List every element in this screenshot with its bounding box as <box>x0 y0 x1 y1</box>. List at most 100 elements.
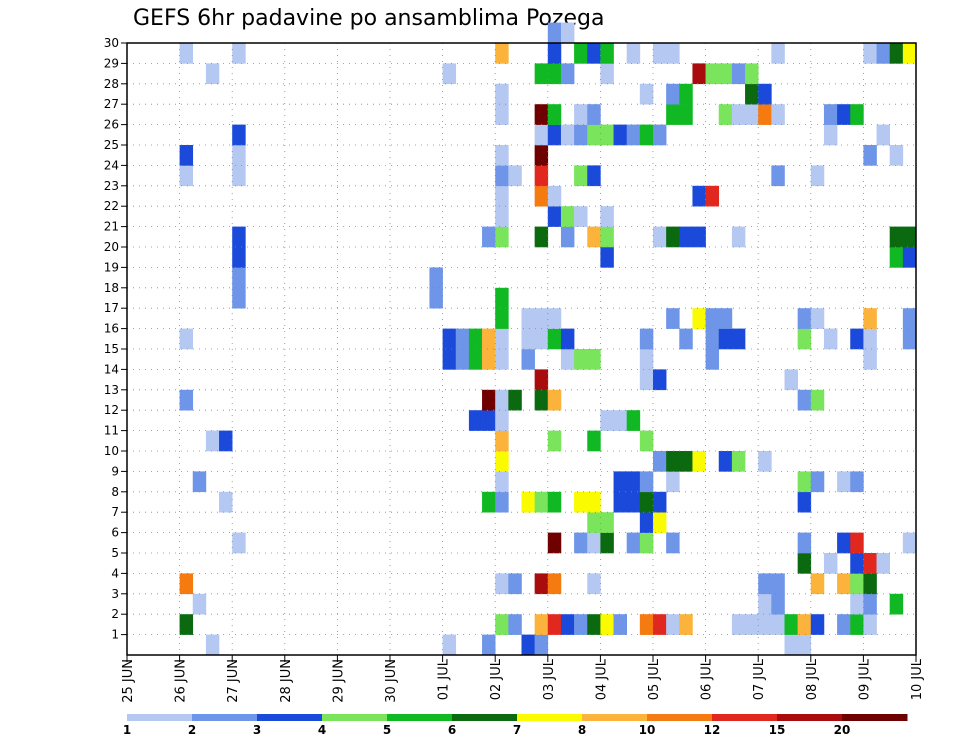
heatmap-cell <box>587 491 601 513</box>
heatmap-cell <box>205 634 220 656</box>
heatmap-cell <box>587 532 601 554</box>
heatmap-cell <box>653 226 667 248</box>
y-axis: 1234567891011121314151617181920212223242… <box>104 36 127 642</box>
heatmap-cell <box>902 226 917 248</box>
heatmap-cell <box>876 553 890 574</box>
colorbar-label: 7 <box>513 723 521 737</box>
y-tick-label: 21 <box>104 220 119 234</box>
heatmap-cell <box>547 532 562 554</box>
y-tick-label: 26 <box>104 118 119 132</box>
heatmap-cell <box>495 410 509 431</box>
colorbar-label: 5 <box>383 723 391 737</box>
heatmap-cell <box>179 165 194 187</box>
heatmap-cell <box>639 512 654 533</box>
x-tick-label: 05 JUL <box>647 658 662 700</box>
heatmap-cell <box>771 165 785 187</box>
heatmap-cell <box>823 553 838 574</box>
heatmap-cell <box>771 573 785 595</box>
heatmap-cell <box>784 369 798 391</box>
colorbar-swatch <box>582 714 648 721</box>
heatmap-cell <box>587 512 601 533</box>
heatmap-cell <box>232 532 246 554</box>
heatmap-cell <box>600 63 614 85</box>
heatmap-cell <box>692 185 706 207</box>
colorbar-label: 1 <box>123 723 131 737</box>
heatmap-cell <box>508 389 522 411</box>
heatmap-cell <box>534 369 549 391</box>
heatmap-cell <box>547 389 562 411</box>
heatmap-cell <box>626 410 641 431</box>
heatmap-cell <box>863 328 877 350</box>
heatmap-cell <box>574 165 588 187</box>
heatmap-cell <box>468 328 483 350</box>
heatmap-cell <box>797 614 812 635</box>
y-tick-label: 2 <box>111 607 119 621</box>
heatmap-cell <box>600 206 614 227</box>
heatmap-cell <box>758 614 772 635</box>
colorbar-swatch <box>777 714 843 721</box>
heatmap-cell <box>521 308 535 329</box>
heatmap-cell <box>574 349 588 370</box>
heatmap-cell <box>823 328 838 350</box>
heatmap-cell <box>560 349 575 370</box>
heatmap-cell <box>653 369 667 391</box>
heatmap-cell <box>521 349 535 370</box>
heatmap-cell <box>534 226 549 248</box>
heatmap-cell <box>758 451 772 472</box>
heatmap-cell <box>587 614 601 635</box>
heatmap-cell <box>705 349 720 370</box>
heatmap-cell <box>232 165 246 187</box>
heatmap-cell <box>666 226 680 248</box>
heatmap-cell <box>679 83 693 105</box>
heatmap-cell <box>758 593 772 615</box>
heatmap-cell <box>653 451 667 472</box>
heatmap-cell <box>587 43 601 64</box>
heatmap-cell <box>902 247 917 268</box>
colorbar-swatch <box>517 714 583 721</box>
heatmap-cell <box>613 410 627 431</box>
heatmap-cell <box>560 124 575 146</box>
y-tick-label: 11 <box>104 424 119 438</box>
heatmap-cell <box>876 43 890 64</box>
heatmap-cell <box>639 491 654 513</box>
colorbar-swatch <box>647 714 713 721</box>
heatmap-cell <box>718 308 733 329</box>
heatmap-cell <box>468 349 483 370</box>
heatmap-cell <box>692 308 706 329</box>
x-tick-label: 07 JUL <box>752 658 767 700</box>
heatmap-cell <box>797 471 812 493</box>
heatmap-cell <box>455 328 470 350</box>
heatmap-cell <box>837 104 851 125</box>
heatmap-cell <box>745 63 759 85</box>
heatmap-cell <box>626 471 641 493</box>
heatmap-cell <box>613 124 627 146</box>
x-tick-label: 02 JUL <box>489 658 504 700</box>
heatmap-cell <box>534 308 549 329</box>
heatmap-cell <box>850 328 864 350</box>
heatmap-cell <box>495 83 509 105</box>
heatmap-cell <box>560 206 575 227</box>
heatmap-cell <box>547 22 562 44</box>
heatmap-cell <box>468 410 483 431</box>
heatmap-cell <box>495 471 509 493</box>
heatmap-cell <box>534 145 549 166</box>
heatmap-cell <box>889 226 904 248</box>
colorbar-swatch <box>257 714 323 721</box>
heatmap-cell <box>560 226 575 248</box>
heatmap-cell <box>600 226 614 248</box>
heatmap-cell <box>482 349 496 370</box>
heatmap-cell <box>639 124 654 146</box>
heatmap-cell <box>653 614 667 635</box>
heatmap-cell <box>613 614 627 635</box>
heatmap-cell <box>495 287 509 309</box>
heatmap-cell <box>495 389 509 411</box>
heatmap-cell <box>705 185 720 207</box>
heatmap-cell <box>547 573 562 595</box>
heatmap-cell <box>547 614 562 635</box>
heatmap-cell <box>731 451 746 472</box>
heatmap-cell <box>850 553 864 574</box>
heatmap-cell <box>495 451 509 472</box>
heatmap-cell <box>534 124 549 146</box>
y-tick-label: 9 <box>111 464 119 478</box>
heatmap-cell <box>600 43 614 64</box>
